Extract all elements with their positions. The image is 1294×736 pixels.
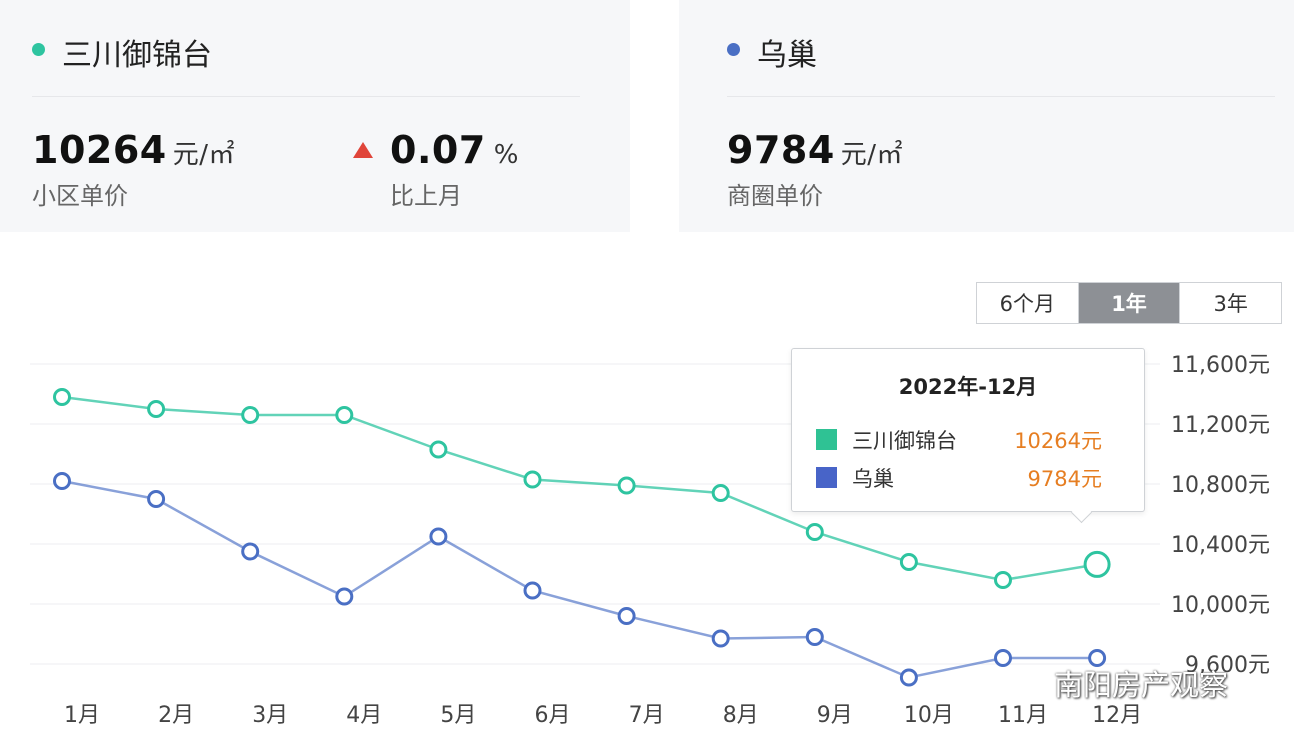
data-point [523, 581, 542, 600]
wechat-icon [1010, 669, 1046, 696]
month-change-value: 0.07% [390, 128, 519, 172]
data-point [711, 629, 730, 648]
x-tick-label: 2月 [158, 703, 194, 728]
summary-card-sanchuan: 三川御锦台 10264 元/㎡ 小区单价 0.07% 比上月 [0, 0, 630, 232]
card-title: 三川御锦台 [62, 38, 212, 73]
data-point [429, 527, 448, 546]
data-point [899, 668, 918, 687]
x-tick-label: 5月 [440, 703, 476, 728]
y-tick-label: 10,800元 [1171, 473, 1270, 498]
data-point [617, 607, 636, 625]
series-dot-icon [727, 43, 740, 56]
data-point [241, 542, 260, 561]
divider [32, 96, 580, 97]
x-tick-label: 8月 [723, 703, 759, 728]
x-tick-label: 1月 [64, 703, 100, 728]
data-point [53, 388, 71, 406]
data-point [1083, 550, 1111, 578]
y-tick-label: 11,200元 [1171, 413, 1270, 438]
data-point [53, 472, 71, 490]
tooltip-row-wuchao: 乌巢 9784元 [816, 463, 1122, 493]
data-point [994, 649, 1012, 667]
data-point [617, 476, 636, 495]
x-tick-label: 12月 [1092, 703, 1142, 728]
data-point [147, 490, 166, 508]
data-point [147, 400, 166, 418]
legend-swatch-icon [816, 429, 837, 450]
x-tick-label: 4月 [346, 703, 382, 728]
y-tick-label: 11,600元 [1171, 353, 1270, 378]
tooltip-row-sanchuan: 三川御锦台 10264元 [816, 425, 1122, 455]
data-point [523, 470, 542, 489]
data-point [241, 406, 260, 424]
tab-6-months[interactable]: 6个月 [977, 283, 1079, 323]
month-change-label: 比上月 [390, 182, 462, 210]
unit-price-value: 10264 元/㎡ [32, 128, 235, 172]
data-point [899, 553, 918, 571]
divider [727, 96, 1275, 97]
x-tick-label: 10月 [904, 703, 954, 728]
tooltip-series-value: 10264元 [1014, 429, 1102, 453]
district-price-label: 商圈单价 [727, 182, 823, 210]
watermark-text: 南阳房产观察 [1054, 668, 1229, 702]
y-tick-label: 10,000元 [1171, 593, 1270, 618]
y-tick-label: 9,600元 [1185, 653, 1270, 678]
data-point [711, 484, 730, 502]
tooltip-series-name: 三川御锦台 [852, 429, 957, 453]
series-line-wuchao [61, 479, 1098, 679]
x-tick-label: 7月 [629, 703, 665, 728]
district-price-value: 9784 元/㎡ [727, 128, 904, 172]
x-tick-label: 3月 [252, 703, 288, 728]
summary-card-wuchao: 乌巢 9784 元/㎡ 商圈单价 [679, 0, 1294, 232]
triangle-up-icon [353, 142, 373, 158]
y-tick-label: 10,400元 [1171, 533, 1270, 558]
legend-swatch-icon [816, 467, 837, 488]
data-point [805, 628, 824, 646]
data-point [1088, 649, 1107, 667]
unit-price-label: 小区单价 [32, 182, 128, 210]
tooltip-title: 2022年-12月 [898, 375, 1038, 399]
watermark: 南阳房产观察 [1010, 662, 1228, 704]
data-point [429, 440, 448, 459]
data-point [805, 523, 824, 541]
data-point [335, 406, 354, 424]
x-tick-label: 11月 [998, 703, 1048, 728]
tooltip-series-name: 乌巢 [852, 467, 894, 491]
series-line-sanchuan [61, 395, 1098, 582]
data-point [994, 571, 1012, 589]
x-tick-label: 6月 [535, 703, 571, 728]
tab-1-year[interactable]: 1年 [1078, 283, 1181, 323]
time-range-selector: 6个月 1年 3年 [976, 282, 1282, 324]
x-tick-label: 9月 [817, 703, 853, 728]
chart-tooltip: 2022年-12月 三川御锦台 10264元 乌巢 9784元 [791, 348, 1145, 524]
data-point [335, 587, 354, 606]
tooltip-series-value: 9784元 [1027, 467, 1102, 491]
card-title: 乌巢 [757, 38, 817, 73]
tab-3-years[interactable]: 3年 [1213, 292, 1248, 316]
series-dot-icon [32, 43, 45, 56]
